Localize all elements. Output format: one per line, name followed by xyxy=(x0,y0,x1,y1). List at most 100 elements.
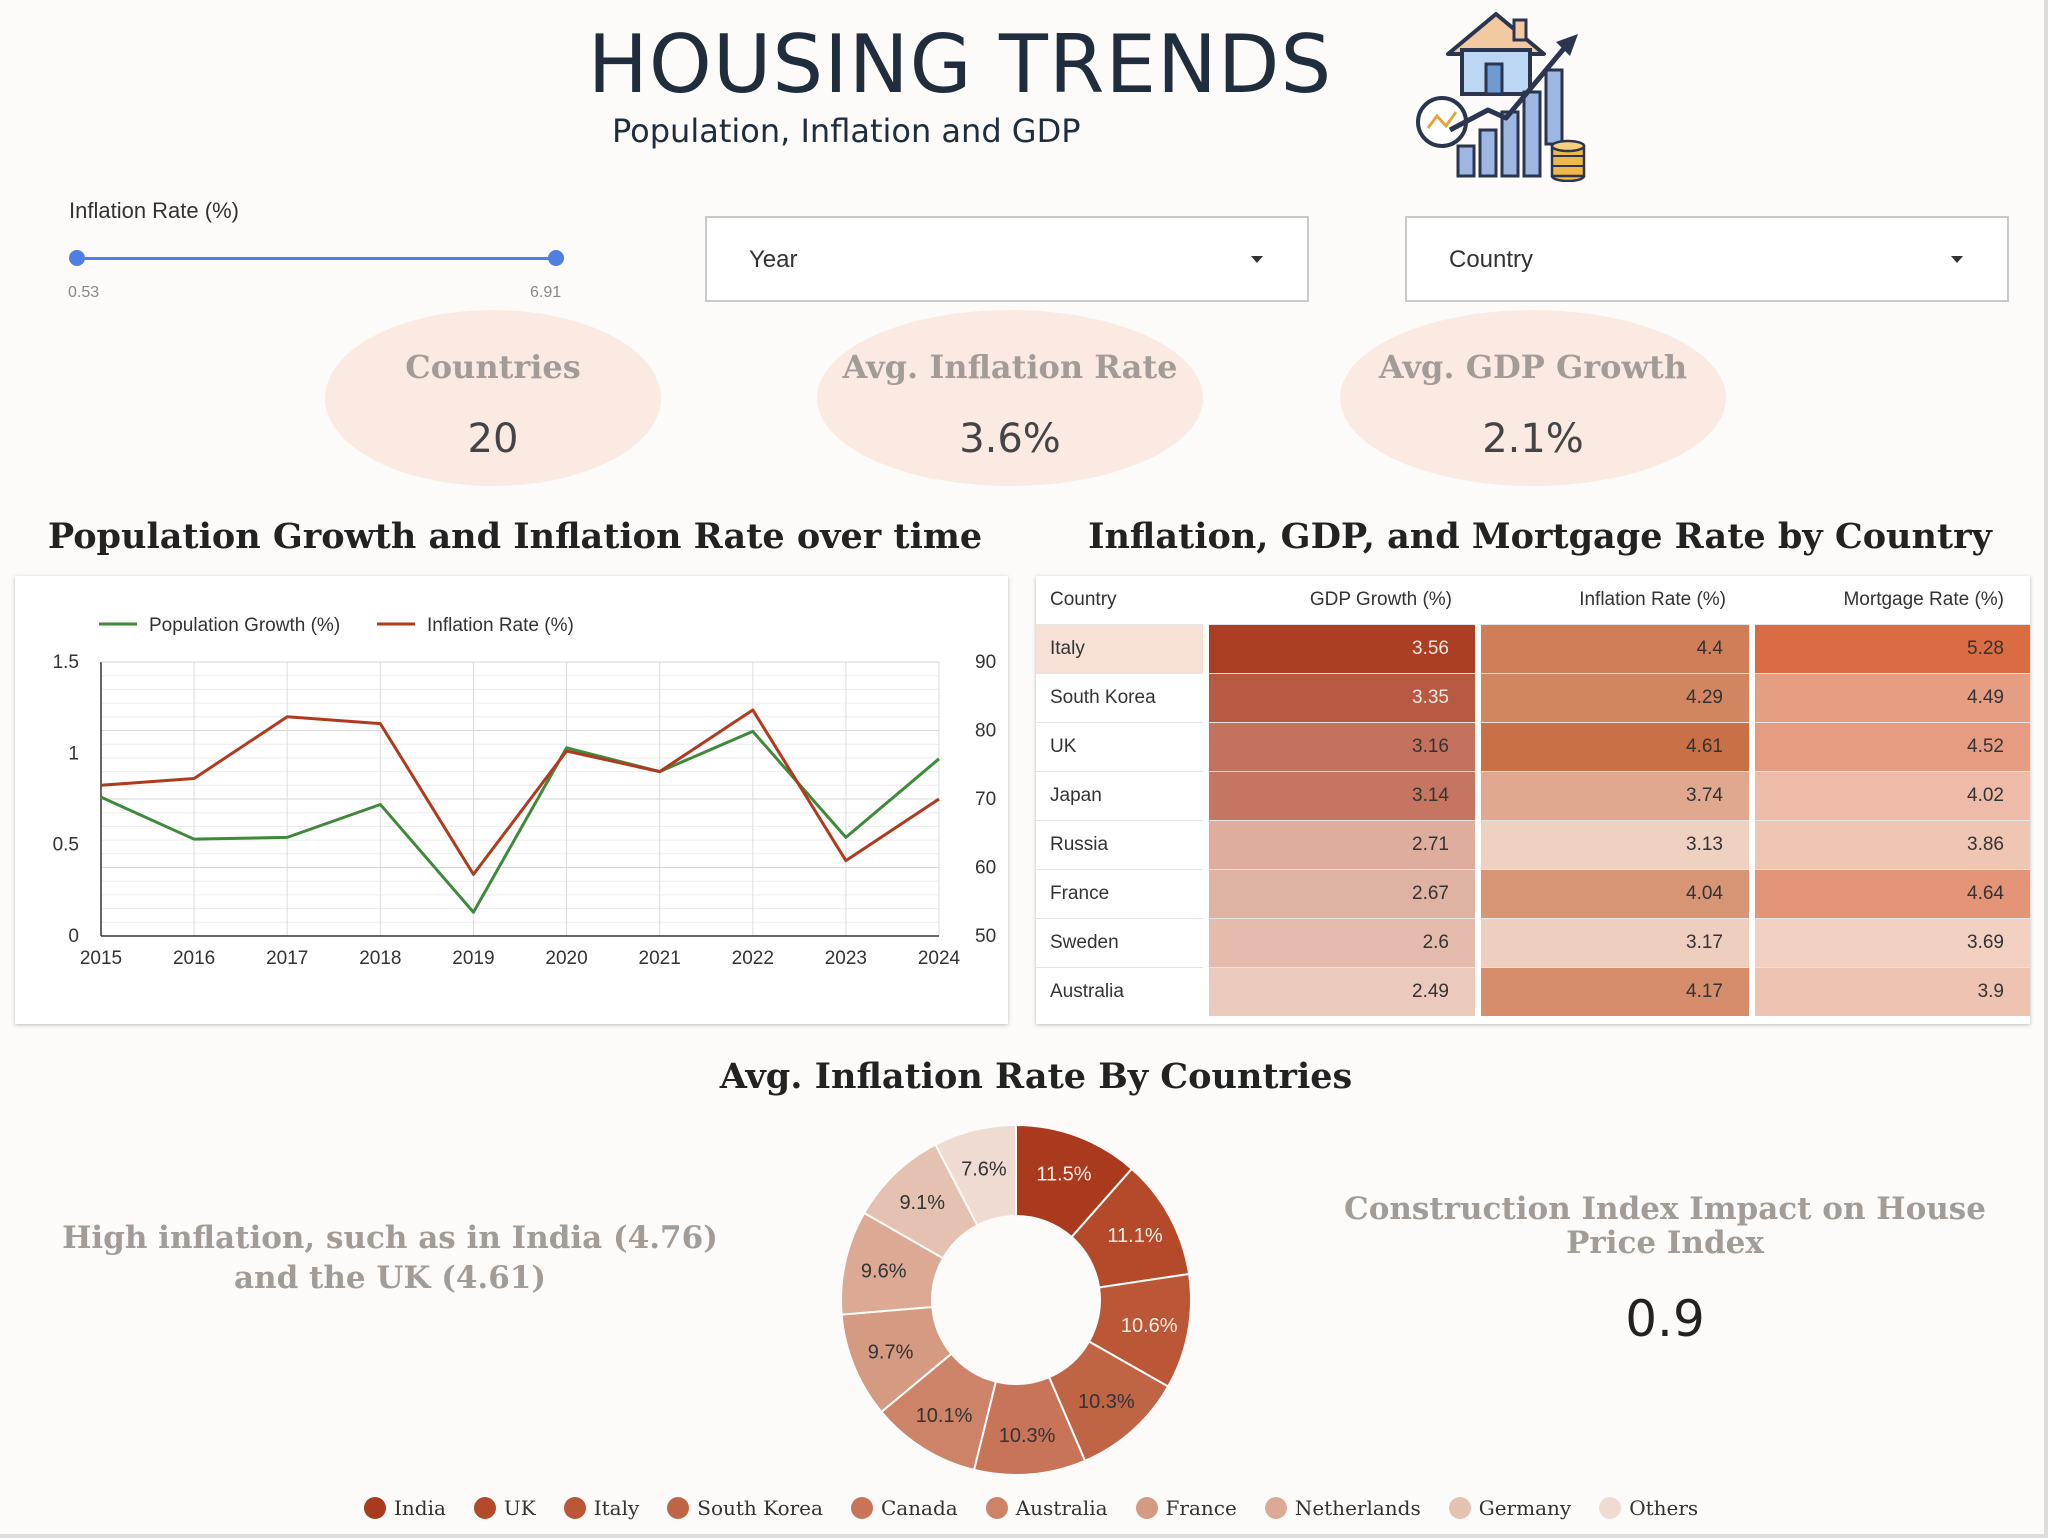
legend-dot-icon xyxy=(473,1497,496,1519)
chevron-down-icon xyxy=(1251,256,1263,263)
y-tick-label-left: 0 xyxy=(68,926,79,947)
page-title: HOUSING TRENDS xyxy=(587,18,1333,111)
value-cell: 3.56 xyxy=(1203,623,1478,673)
donut-slice-label: 9.1% xyxy=(899,1192,945,1214)
legend-item[interactable]: India xyxy=(364,1496,446,1520)
country-cell: Australia xyxy=(1036,966,1206,1016)
legend-label: Italy xyxy=(593,1496,640,1520)
x-tick-label: 2022 xyxy=(732,948,774,969)
table-title: Inflation, GDP, and Mortgage Rate by Cou… xyxy=(1088,516,1992,557)
table-row[interactable]: South Korea 3.35 4.29 4.49 xyxy=(1036,672,2030,722)
column-header[interactable]: Mortgage Rate (%) xyxy=(1843,588,2004,610)
x-tick-label: 2017 xyxy=(266,948,308,969)
slider-min-handle[interactable] xyxy=(69,250,85,266)
country-cell: South Korea xyxy=(1036,672,1206,722)
donut-slice-label: 11.1% xyxy=(1107,1225,1162,1247)
value-cell: 2.67 xyxy=(1203,868,1478,918)
donut-slice-label: 11.5% xyxy=(1036,1163,1091,1185)
y-tick-label-left: 1.5 xyxy=(53,652,79,673)
country-cell: UK xyxy=(1036,721,1206,771)
legend-dot-icon xyxy=(1264,1497,1287,1519)
donut-slice-label: 7.6% xyxy=(961,1158,1007,1180)
donut-slice-label: 9.7% xyxy=(868,1341,914,1363)
legend-item[interactable]: UK xyxy=(473,1496,536,1520)
inflation-insight-note: High inflation, such as in India (4.76) … xyxy=(62,1220,718,1296)
x-tick-label: 2023 xyxy=(825,948,867,969)
legend-item[interactable]: Others xyxy=(1599,1496,1698,1520)
table-row[interactable]: Australia 2.49 4.17 3.9 xyxy=(1036,966,2030,1016)
legend-label: Australia xyxy=(1015,1496,1108,1520)
y-tick-label-right: 90 xyxy=(975,652,996,673)
country-cell: Russia xyxy=(1036,819,1206,869)
y-tick-label-left: 0.5 xyxy=(53,835,79,856)
value-cell: 2.49 xyxy=(1203,966,1478,1016)
chevron-down-icon xyxy=(1951,256,1963,263)
slider-max-value: 6.91 xyxy=(530,284,562,301)
column-header[interactable]: Inflation Rate (%) xyxy=(1579,588,1726,610)
inflation-slider-track[interactable] xyxy=(76,257,556,260)
value-cell: 3.9 xyxy=(1749,966,2030,1016)
donut-slice-label: 10.3% xyxy=(999,1425,1056,1447)
value-cell: 5.28 xyxy=(1749,623,2030,673)
country-dropdown[interactable]: Country xyxy=(1405,216,2009,302)
table-panel: Country GDP Growth (%) Inflation Rate (%… xyxy=(1036,576,2030,1024)
legend-item[interactable]: Netherlands xyxy=(1264,1496,1421,1520)
legend-dot-icon xyxy=(1599,1497,1622,1519)
slider-max-handle[interactable] xyxy=(548,250,564,266)
value-cell: 3.69 xyxy=(1749,917,2030,967)
legend-item[interactable]: France xyxy=(1135,1496,1237,1520)
donut-slice-others[interactable] xyxy=(934,1123,1017,1227)
table-row[interactable]: Russia 2.71 3.13 3.86 xyxy=(1036,819,2030,869)
legend-label: Others xyxy=(1629,1496,1699,1520)
value-cell: 3.16 xyxy=(1203,721,1478,771)
legend-dot-icon xyxy=(985,1497,1008,1519)
donut-slice-label: 10.6% xyxy=(1121,1315,1178,1337)
donut-chart: 11.5% 11.1% 10.6% 10.3% 10.3% 10.1% 9.7% 9.6% 9.… xyxy=(840,1123,1192,1476)
country-cell: Italy xyxy=(1036,623,1206,673)
table-row[interactable]: Sweden 2.6 3.17 3.69 xyxy=(1036,917,2030,967)
table-row[interactable]: France 2.67 4.04 4.64 xyxy=(1036,868,2030,918)
country-cell: Sweden xyxy=(1036,917,1206,967)
legend-item[interactable]: Canada xyxy=(850,1496,958,1520)
donut-legend: India UK Italy South Korea Canada Australia Fr… xyxy=(364,1496,1964,1524)
table-row[interactable]: Italy 3.56 4.4 5.28 xyxy=(1036,623,2030,673)
legend-label: UK xyxy=(503,1496,536,1520)
table-row[interactable]: Japan 3.14 3.74 4.02 xyxy=(1036,770,2030,820)
table-row[interactable]: UK 3.16 4.61 4.52 xyxy=(1036,721,2030,771)
page-subtitle: Population, Inflation and GDP xyxy=(612,112,1081,150)
value-cell: 3.86 xyxy=(1749,819,2030,869)
legend-item[interactable]: Italy xyxy=(563,1496,640,1520)
y-tick-label-right: 50 xyxy=(975,926,996,947)
legend-dot-icon xyxy=(667,1497,690,1519)
legend-dot-icon xyxy=(1135,1497,1158,1519)
series-line-inflation-rate[interactable] xyxy=(100,708,940,876)
donut-slice-label: 10.1% xyxy=(916,1405,973,1427)
x-tick-label: 2018 xyxy=(359,948,401,969)
kpi-label: Avg. Inflation Rate xyxy=(842,348,1178,386)
value-cell: 3.17 xyxy=(1475,917,1752,967)
column-header[interactable]: Country xyxy=(1050,588,1117,610)
kpi-value: 3.6% xyxy=(959,416,1061,462)
construction-index-value: 0.9 xyxy=(1625,1290,1705,1348)
value-cell: 4.49 xyxy=(1749,672,2030,722)
x-tick-label: 2020 xyxy=(545,948,587,969)
donut-slice-label: 9.6% xyxy=(861,1261,907,1283)
kpi-countries: Countries 20 xyxy=(325,310,661,486)
legend-item[interactable]: South Korea xyxy=(667,1496,823,1520)
value-cell: 3.35 xyxy=(1203,672,1478,722)
legend-dot-icon xyxy=(364,1497,386,1519)
y-tick-label-right: 60 xyxy=(975,858,996,879)
y-tick-label-left: 1 xyxy=(68,743,79,764)
legend-item[interactable]: Australia xyxy=(985,1496,1108,1520)
slider-label: Inflation Rate (%) xyxy=(69,198,239,223)
year-dropdown[interactable]: Year xyxy=(705,216,1309,302)
value-cell: 2.6 xyxy=(1203,917,1478,967)
value-cell: 2.71 xyxy=(1203,819,1478,869)
column-header[interactable]: GDP Growth (%) xyxy=(1309,588,1452,610)
legend-dot-icon xyxy=(563,1497,586,1519)
legend-dot-icon xyxy=(1448,1497,1471,1519)
legend-item[interactable]: Germany xyxy=(1448,1496,1571,1520)
value-cell: 4.02 xyxy=(1749,770,2030,820)
x-tick-label: 2015 xyxy=(80,948,122,969)
